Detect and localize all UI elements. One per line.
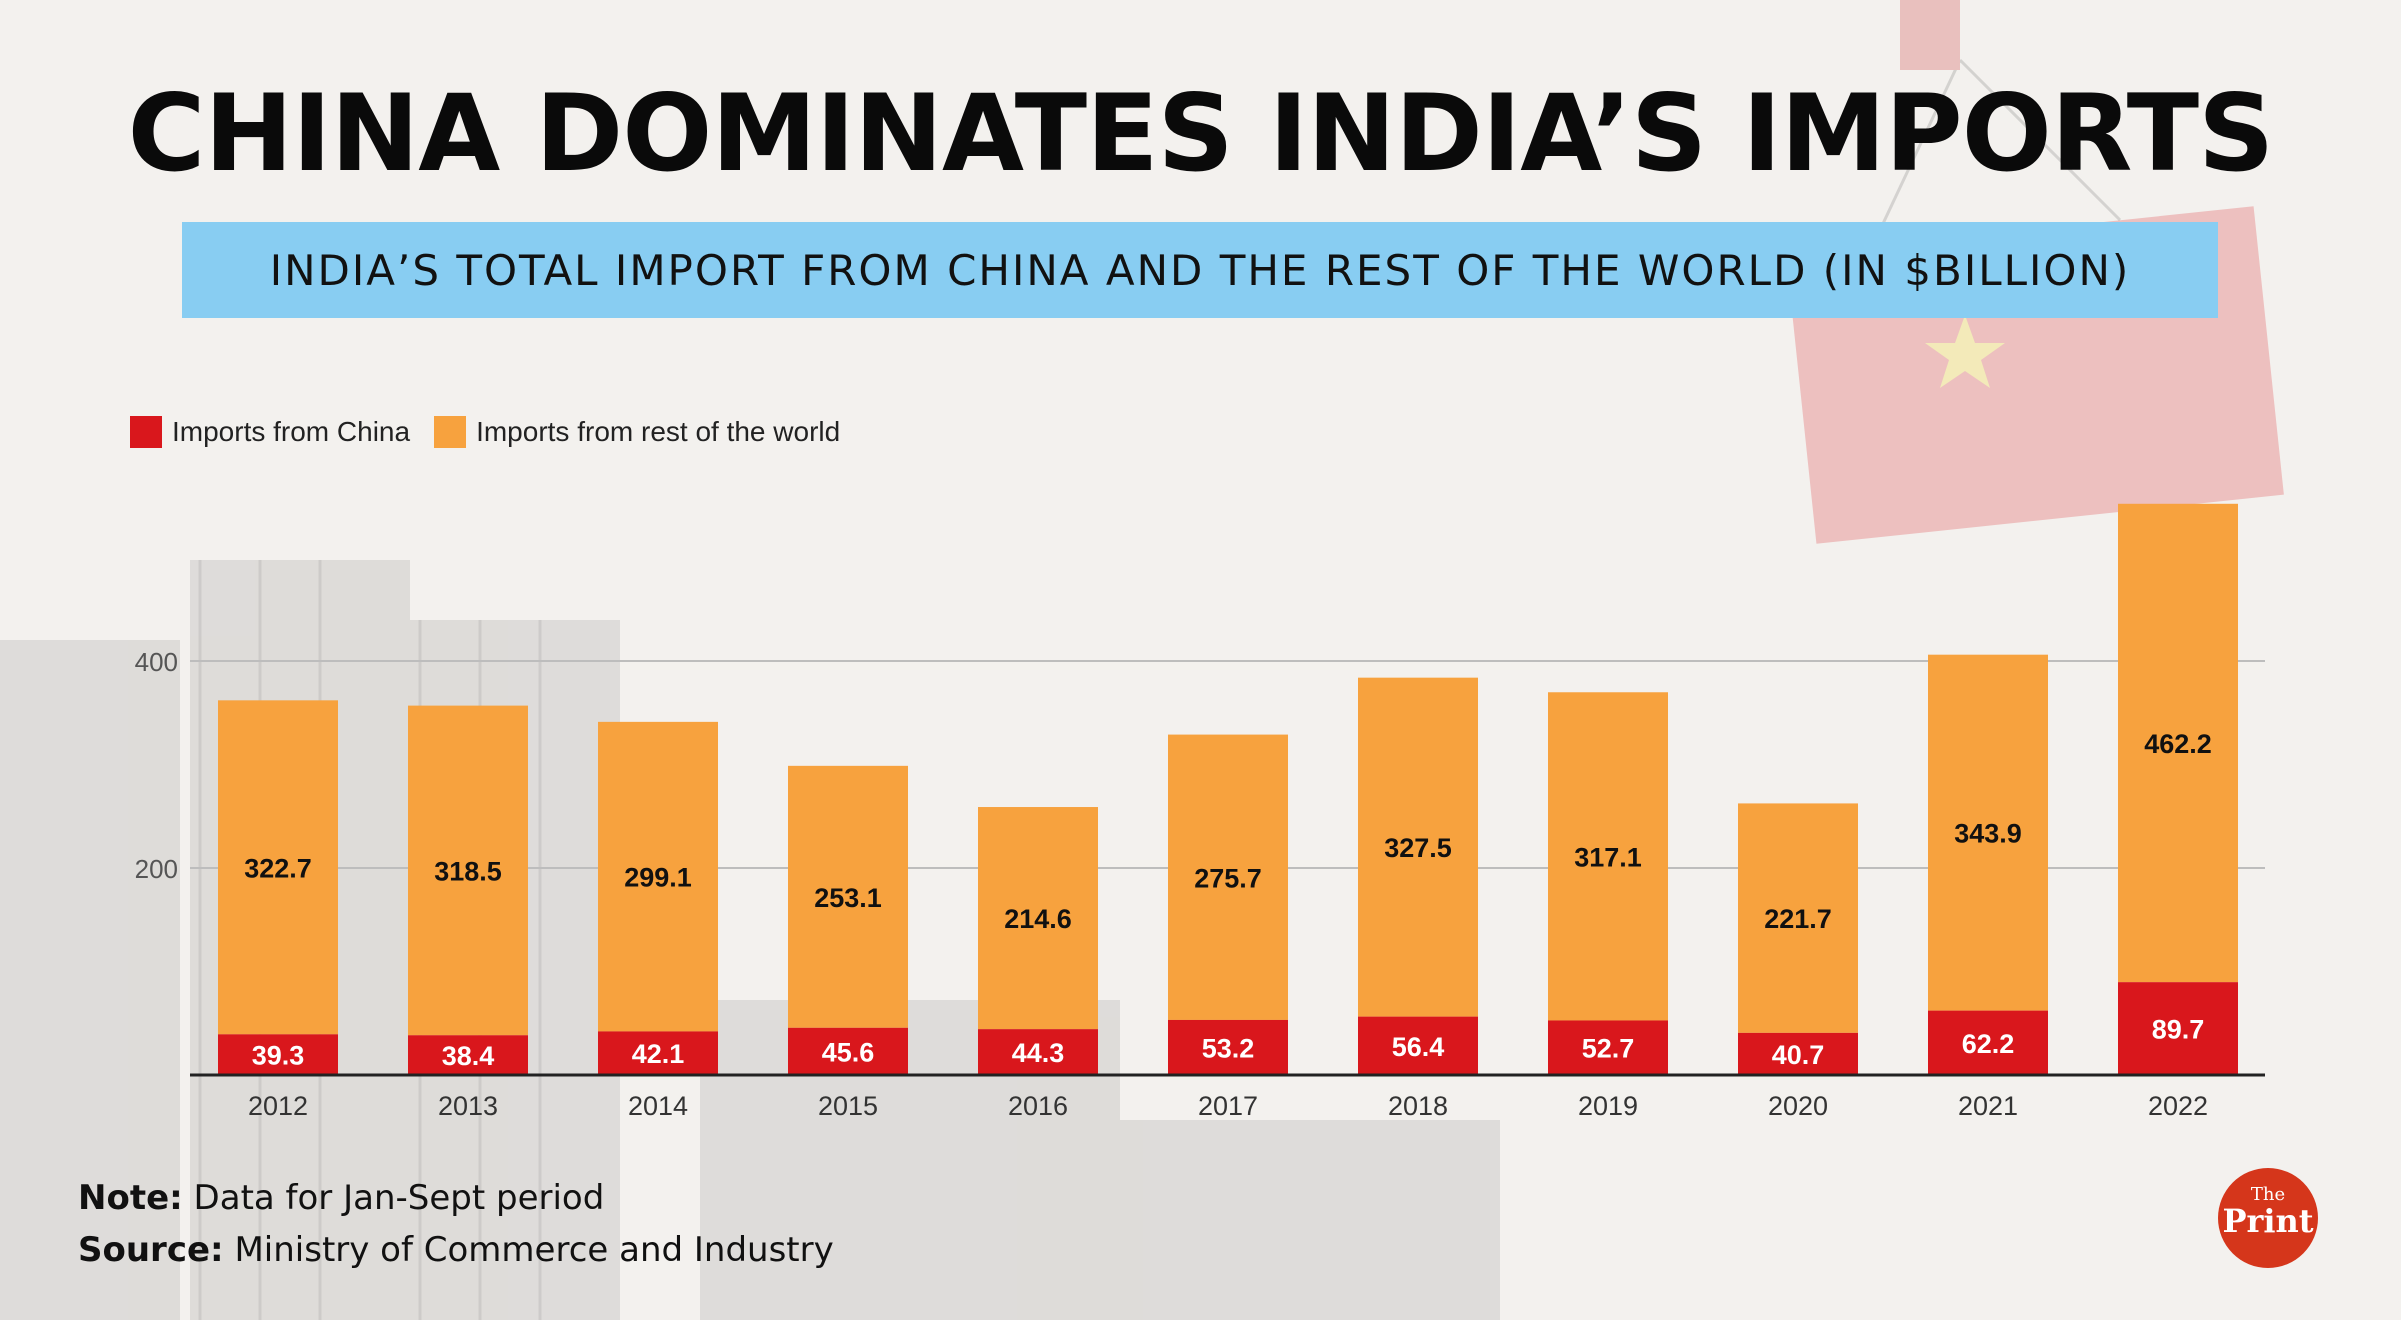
- bar-china-2020: [1738, 1032, 1858, 1075]
- data-label-rest: 299.1: [624, 863, 692, 893]
- bar-china-2013: [408, 1035, 528, 1075]
- source-line: Source: Ministry of Commerce and Industr…: [78, 1230, 834, 1270]
- x-tick-label: 2015: [818, 1091, 878, 1121]
- legend-item-china: Imports from China: [130, 416, 410, 448]
- data-label-rest: 275.7: [1194, 863, 1262, 893]
- x-tick-label: 2012: [248, 1091, 308, 1121]
- data-label-rest: 462.2: [2144, 729, 2212, 759]
- subtitle-banner: INDIA’S TOTAL IMPORT FROM CHINA AND THE …: [182, 222, 2218, 318]
- note-label: Note:: [78, 1178, 183, 1218]
- legend-label-rest: Imports from rest of the world: [476, 416, 841, 447]
- note-line: Note: Data for Jan-Sept period: [78, 1178, 604, 1218]
- source-text: Ministry of Commerce and Industry: [234, 1230, 834, 1270]
- bar-rest-2019: [1548, 692, 1668, 1021]
- data-label-rest: 253.1: [814, 883, 882, 913]
- data-label-rest: 221.7: [1764, 904, 1832, 934]
- bar-rest-2015: [788, 765, 908, 1028]
- bar-china-2021: [1928, 1010, 2048, 1075]
- data-label-china: 45.6: [822, 1037, 875, 1067]
- bar-rest-2018: [1358, 677, 1478, 1017]
- chart-subtitle: INDIA’S TOTAL IMPORT FROM CHINA AND THE …: [269, 245, 2131, 295]
- legend: Imports from China Imports from rest of …: [130, 416, 864, 448]
- bar-rest-2012: [218, 700, 338, 1035]
- x-tick-label: 2018: [1388, 1091, 1448, 1121]
- bar-china-2018: [1358, 1016, 1478, 1075]
- bar-rest-2022: [2118, 503, 2238, 983]
- data-label-china: 89.7: [2152, 1015, 2205, 1045]
- bar-china-2017: [1168, 1019, 1288, 1075]
- data-label-china: 40.7: [1772, 1040, 1825, 1070]
- x-tick-label: 2013: [438, 1091, 498, 1121]
- logo-line-2: Print: [2222, 1202, 2314, 1240]
- bar-china-2019: [1548, 1020, 1668, 1075]
- data-label-rest: 317.1: [1574, 842, 1642, 872]
- note-text: Data for Jan-Sept period: [193, 1178, 605, 1218]
- bar-china-2022: [2118, 982, 2238, 1075]
- data-label-rest: 327.5: [1384, 833, 1452, 863]
- bar-china-2015: [788, 1027, 908, 1075]
- data-label-china: 56.4: [1392, 1032, 1445, 1062]
- x-tick-label: 2022: [2148, 1091, 2208, 1121]
- data-label-rest: 322.7: [244, 853, 312, 883]
- legend-label-china: Imports from China: [172, 416, 411, 447]
- data-label-rest: 343.9: [1954, 819, 2022, 849]
- y-tick-label: 400: [135, 647, 178, 677]
- legend-swatch-rest: [434, 416, 467, 448]
- x-tick-label: 2017: [1198, 1091, 1258, 1121]
- bar-rest-2020: [1738, 803, 1858, 1033]
- bar-rest-2021: [1928, 654, 2048, 1011]
- data-label-china: 38.4: [442, 1041, 495, 1071]
- source-label: Source:: [78, 1230, 224, 1270]
- data-label-rest: 318.5: [434, 856, 502, 886]
- bar-rest-2013: [408, 705, 528, 1036]
- legend-swatch-china: [130, 416, 162, 448]
- bar-china-2012: [218, 1034, 338, 1075]
- bar-rest-2017: [1168, 734, 1288, 1020]
- data-label-china: 53.2: [1202, 1033, 1255, 1063]
- data-label-china: 42.1: [632, 1039, 685, 1069]
- chart-title: CHINA DOMINATES INDIA’S IMPORTS: [127, 72, 2275, 195]
- data-label-rest: 214.6: [1004, 904, 1072, 934]
- x-tick-label: 2021: [1958, 1091, 2018, 1121]
- data-label-china: 52.7: [1582, 1034, 1635, 1064]
- bar-rest-2016: [978, 807, 1098, 1030]
- data-label-china: 62.2: [1962, 1029, 2015, 1059]
- bar-china-2016: [978, 1029, 1098, 1075]
- data-label-china: 44.3: [1012, 1038, 1065, 1068]
- x-tick-label: 2020: [1768, 1091, 1828, 1121]
- y-tick-label: 200: [135, 854, 178, 884]
- bar-china-2014: [598, 1031, 718, 1075]
- theprint-logo: The Print: [2218, 1168, 2318, 1268]
- data-label-china: 39.3: [252, 1041, 305, 1071]
- x-tick-label: 2019: [1578, 1091, 1638, 1121]
- bar-rest-2014: [598, 721, 718, 1032]
- legend-item-rest: Imports from rest of the world: [434, 416, 840, 448]
- logo-line-1: The: [2250, 1184, 2286, 1205]
- x-tick-label: 2014: [628, 1091, 688, 1121]
- x-tick-label: 2016: [1008, 1091, 1068, 1121]
